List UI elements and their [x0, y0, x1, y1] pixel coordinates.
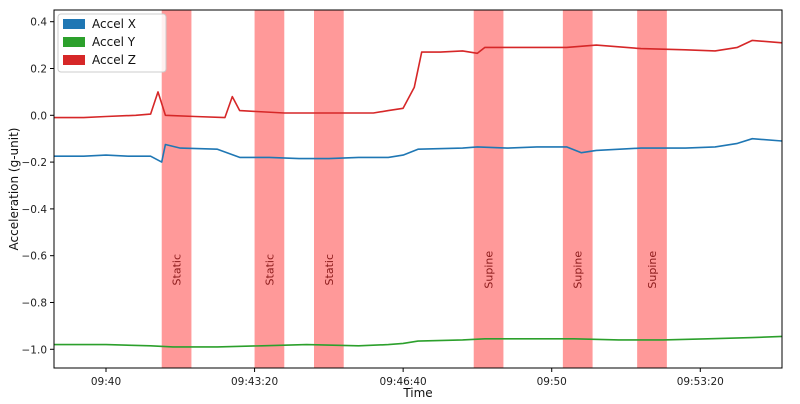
y-tick-label: −1.0 — [22, 344, 48, 356]
shaded-region-label: Supine — [646, 251, 659, 289]
y-tick-label: −0.2 — [22, 157, 48, 169]
x-axis: 09:40 09:43:20 09:46:40 09:50 09:53:20 — [91, 368, 724, 388]
x-tick-label: 09:40 — [91, 376, 121, 388]
shaded-region-label: Static — [171, 254, 184, 285]
x-tick-label: 09:43:20 — [231, 376, 278, 388]
legend-swatch — [63, 55, 85, 65]
y-tick-label: 0.2 — [30, 63, 47, 75]
legend-swatch — [63, 19, 85, 29]
shaded-region — [161, 10, 192, 368]
shaded-region — [254, 10, 285, 368]
shaded-region-label: Supine — [572, 251, 585, 289]
y-tick-label: −0.8 — [22, 297, 48, 309]
shaded-region — [314, 10, 344, 368]
series-line-accel-z — [54, 39, 783, 119]
legend: Accel X Accel Y Accel Z — [57, 13, 167, 73]
plot-frame — [53, 9, 783, 369]
y-tick-label: −0.6 — [22, 251, 48, 263]
legend-label: Accel X — [92, 17, 136, 31]
x-axis-title: Time — [402, 386, 432, 400]
shaded-region — [637, 10, 667, 368]
series-line-accel-x — [54, 137, 783, 163]
shaded-region-label: Static — [323, 254, 336, 285]
shaded-region-label: Supine — [483, 251, 496, 289]
x-tick-label: 09:53:20 — [677, 376, 724, 388]
shaded-regions — [161, 10, 667, 368]
x-tick-label: 09:46:40 — [380, 376, 427, 388]
legend-label: Accel Z — [92, 53, 136, 67]
shaded-region — [562, 10, 593, 368]
y-tick-label: −0.4 — [22, 204, 48, 216]
legend-swatch — [63, 37, 85, 47]
shaded-region-labels: Static Static Static Supine Supine Supine — [171, 251, 659, 289]
y-axis: 0.4 0.2 0.0 −0.2 −0.4 −0.6 −0.8 −1.0 — [22, 17, 54, 356]
shaded-region-label: Static — [263, 254, 276, 285]
series-lines — [54, 39, 783, 348]
shaded-region — [473, 10, 504, 368]
y-tick-label: 0.0 — [30, 110, 47, 122]
series-line-accel-y — [54, 335, 783, 348]
y-axis-title: Acceleration (g-unit) — [7, 128, 21, 251]
x-tick-label: 09:50 — [537, 376, 567, 388]
legend-label: Accel Y — [92, 35, 136, 49]
y-tick-label: 0.4 — [30, 17, 47, 29]
